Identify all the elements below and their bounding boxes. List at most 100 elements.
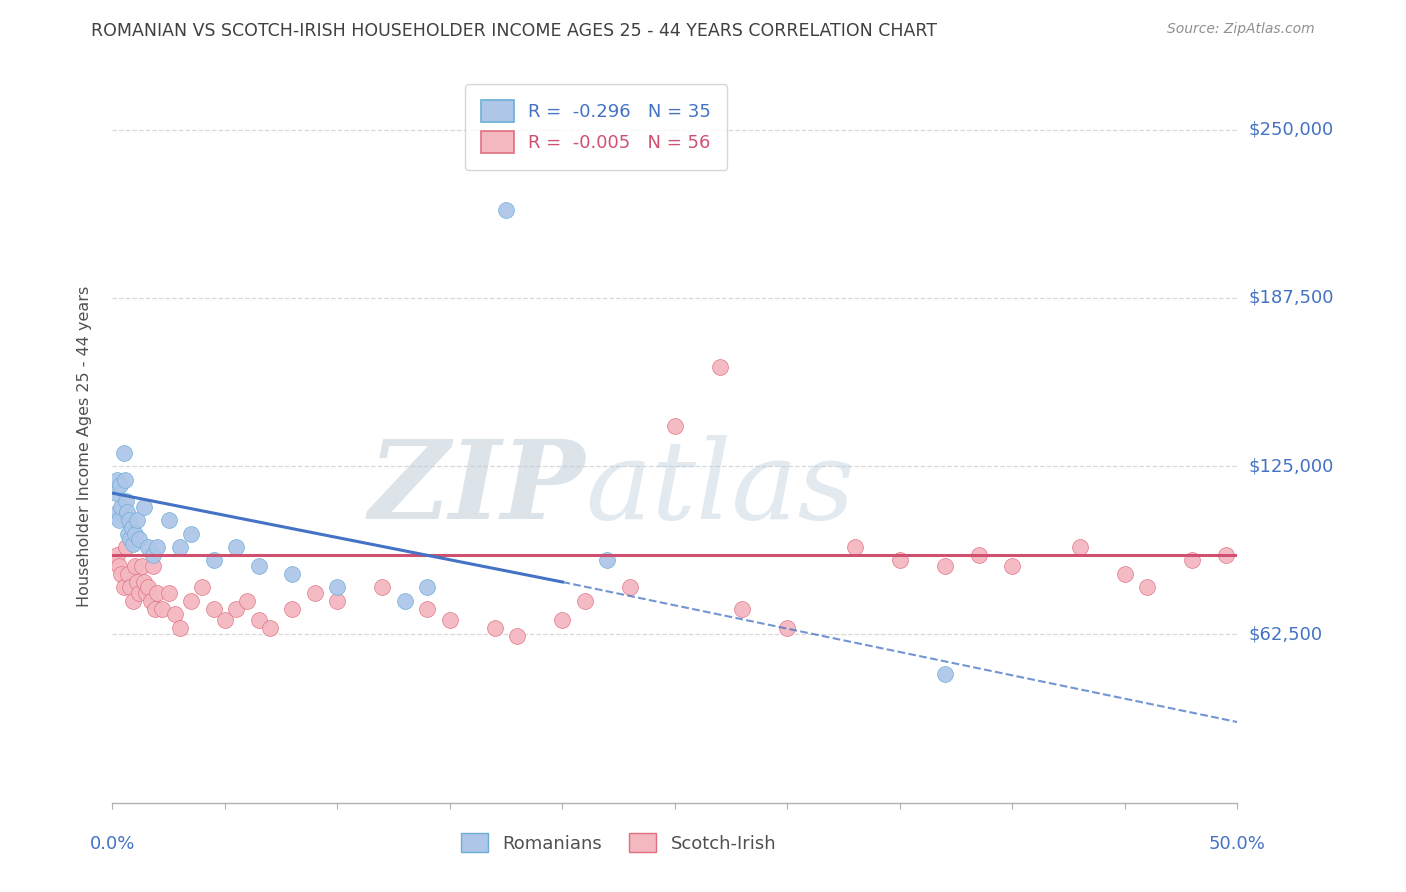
Point: [934, 558, 956, 573]
Point: [132, 574, 155, 589]
Text: ROMANIAN VS SCOTCH-IRISH HOUSEHOLDER INCOME AGES 25 - 44 YEARS CORRELATION CHART: ROMANIAN VS SCOTCH-IRISH HOUSEHOLDER INC…: [91, 22, 938, 40]
Point: [114, 473, 136, 487]
Point: [115, 494, 138, 508]
Point: [259, 621, 281, 635]
Point: [1069, 540, 1091, 554]
Point: [371, 580, 394, 594]
Point: [495, 203, 517, 218]
Point: [247, 558, 270, 573]
Point: [1181, 553, 1204, 567]
Point: [619, 580, 641, 594]
Point: [117, 526, 139, 541]
Point: [394, 594, 416, 608]
Point: [225, 602, 247, 616]
Point: [128, 532, 150, 546]
Point: [124, 526, 146, 541]
Point: [105, 473, 128, 487]
Point: [150, 602, 173, 616]
Y-axis label: Householder Income Ages 25 - 44 years: Householder Income Ages 25 - 44 years: [77, 285, 91, 607]
Point: [214, 613, 236, 627]
Point: [1114, 566, 1136, 581]
Point: [844, 540, 866, 554]
Text: $250,000: $250,000: [1249, 120, 1334, 138]
Point: [138, 540, 160, 554]
Point: [169, 621, 191, 635]
Point: [596, 553, 619, 567]
Point: [416, 580, 439, 594]
Point: [202, 553, 225, 567]
Point: [1215, 548, 1237, 562]
Point: [146, 586, 169, 600]
Point: [484, 621, 506, 635]
Point: [135, 586, 157, 600]
Point: [967, 548, 990, 562]
Point: [124, 558, 146, 573]
Text: $125,000: $125,000: [1249, 458, 1334, 475]
Point: [304, 586, 326, 600]
Text: $62,500: $62,500: [1249, 625, 1323, 643]
Point: [105, 548, 128, 562]
Point: [157, 513, 180, 527]
Point: [142, 558, 165, 573]
Point: [551, 613, 574, 627]
Point: [115, 540, 138, 554]
Point: [120, 532, 142, 546]
Point: [127, 574, 149, 589]
Point: [115, 505, 138, 519]
Point: [146, 540, 169, 554]
Point: [236, 594, 259, 608]
Point: [776, 621, 799, 635]
Point: [121, 521, 143, 535]
Point: [143, 602, 166, 616]
Point: [108, 513, 131, 527]
Point: [709, 359, 731, 374]
Point: [157, 586, 180, 600]
Text: ZIP: ZIP: [368, 435, 585, 542]
Legend: R =  -0.296   N = 35, R =  -0.005   N = 56: R = -0.296 N = 35, R = -0.005 N = 56: [465, 84, 727, 169]
Point: [506, 629, 529, 643]
Point: [439, 613, 461, 627]
Point: [121, 594, 143, 608]
Text: 50.0%: 50.0%: [1209, 835, 1265, 853]
Point: [191, 580, 214, 594]
Point: [169, 540, 191, 554]
Text: Source: ZipAtlas.com: Source: ZipAtlas.com: [1167, 22, 1315, 37]
Point: [121, 537, 143, 551]
Text: $187,500: $187,500: [1249, 289, 1334, 307]
Point: [165, 607, 187, 622]
Point: [247, 613, 270, 627]
Point: [326, 594, 349, 608]
Point: [889, 553, 911, 567]
Point: [416, 602, 439, 616]
Point: [281, 566, 304, 581]
Point: [120, 580, 142, 594]
Point: [202, 602, 225, 616]
Point: [107, 505, 129, 519]
Point: [1001, 558, 1024, 573]
Text: 0.0%: 0.0%: [90, 835, 135, 853]
Point: [326, 580, 349, 594]
Point: [664, 418, 686, 433]
Point: [1136, 580, 1159, 594]
Point: [731, 602, 754, 616]
Text: atlas: atlas: [585, 435, 855, 542]
Point: [142, 548, 165, 562]
Point: [112, 580, 135, 594]
Point: [934, 666, 956, 681]
Point: [110, 566, 132, 581]
Point: [118, 513, 141, 527]
Point: [180, 594, 202, 608]
Point: [180, 526, 202, 541]
Point: [128, 586, 150, 600]
Point: [104, 486, 127, 500]
Point: [132, 500, 155, 514]
Point: [110, 500, 132, 514]
Point: [139, 594, 162, 608]
Point: [574, 594, 596, 608]
Point: [131, 558, 153, 573]
Point: [112, 446, 135, 460]
Point: [225, 540, 247, 554]
Point: [127, 513, 149, 527]
Point: [138, 580, 160, 594]
Point: [117, 566, 139, 581]
